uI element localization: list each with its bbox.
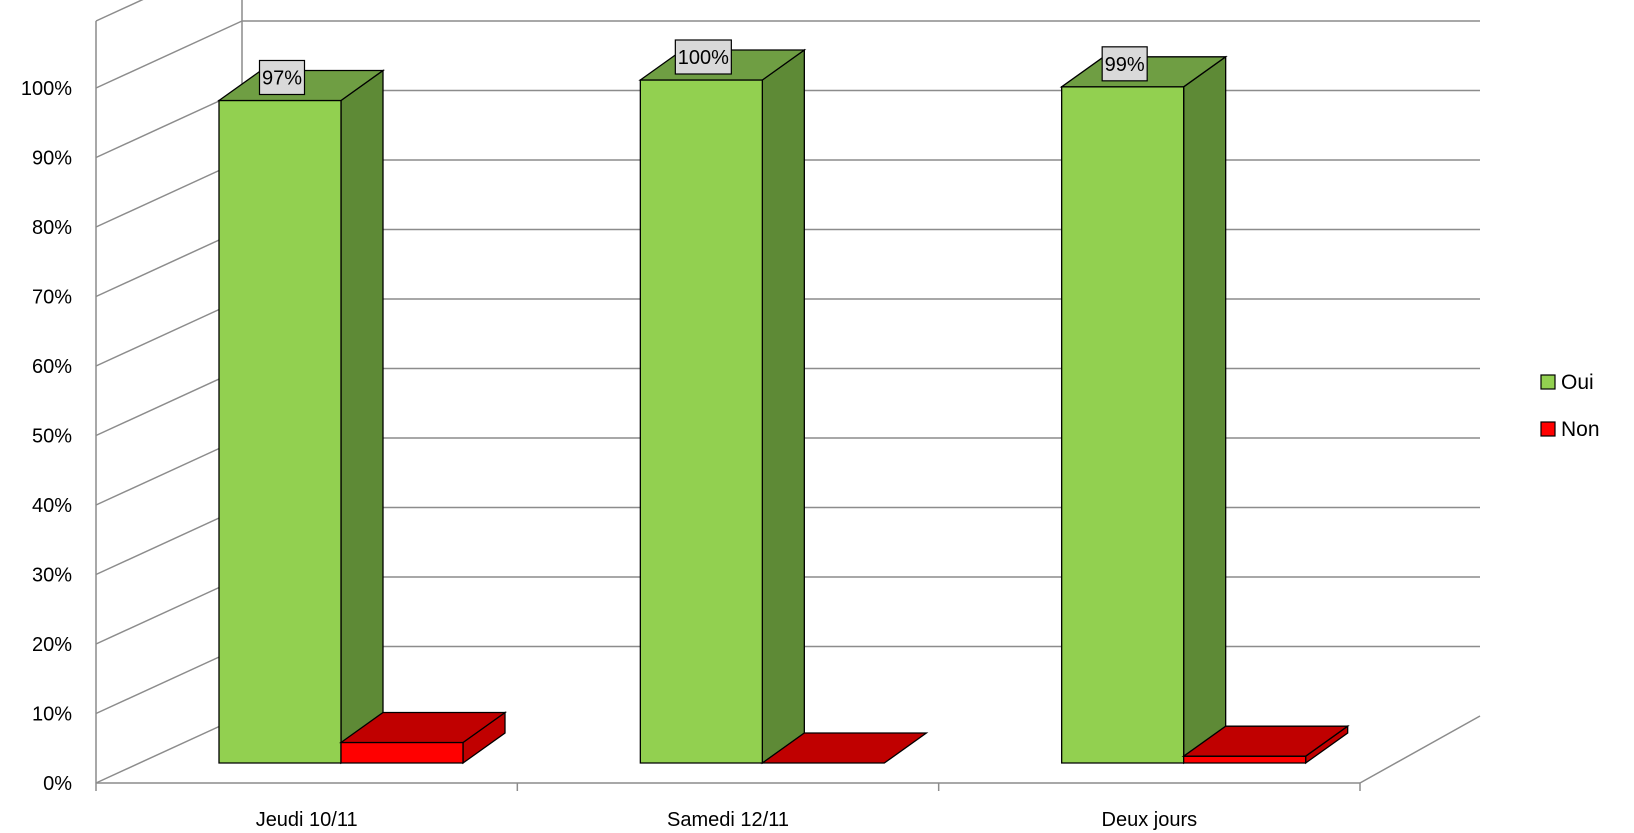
bar-oui-1 — [638, 48, 807, 765]
data-label-box — [674, 39, 732, 75]
y-tick-label: 40% — [32, 495, 72, 517]
side-gridline — [95, 506, 243, 576]
legend-label-non: Non — [1561, 418, 1600, 441]
x-category-label: Deux jours — [1102, 809, 1198, 831]
legend-swatch-oui — [1540, 374, 1556, 390]
bar-side — [340, 69, 384, 765]
floor-edge — [1359, 715, 1481, 784]
y-tick-label: 50% — [32, 426, 72, 448]
y-tick-label: 90% — [32, 148, 72, 170]
axes: 0% 10% 20% 30% 40% 50% 60% 70% 80% 90% 100% Jeudi 1… — [21, 0, 1481, 831]
side-gridline — [95, 715, 243, 784]
y-tick-label: 0% — [43, 773, 72, 795]
side-gridline — [95, 645, 243, 715]
side-gridline — [95, 159, 243, 228]
x-category-label: Jeudi 10/11 — [256, 809, 358, 831]
bar-top — [760, 732, 929, 764]
bar-side — [1183, 55, 1227, 765]
bar-front — [1061, 86, 1185, 764]
x-category-label: Samedi 12/11 — [667, 809, 789, 831]
data-label-box — [258, 59, 306, 96]
data-labels: 97% 100% 99% — [258, 39, 1148, 96]
side-gridline — [95, 437, 243, 506]
y-tick-label: 10% — [32, 704, 72, 726]
bar-side — [761, 48, 805, 765]
side-gridline — [95, 89, 243, 159]
data-label-box — [1101, 46, 1148, 82]
y-tick-label: 30% — [32, 565, 72, 587]
side-gridline — [95, 367, 243, 437]
data-label: 100% — [678, 47, 729, 69]
bar-top — [338, 711, 508, 744]
bar-top — [1181, 725, 1350, 757]
bars — [216, 48, 1350, 765]
bar-front — [1183, 755, 1307, 764]
bar-front — [340, 741, 464, 764]
bar-oui-0 — [216, 69, 386, 765]
y-tick-label: 100% — [21, 78, 72, 100]
legend: Oui Non — [1540, 371, 1600, 441]
data-label: 99% — [1105, 54, 1145, 76]
bar-non-1 — [760, 732, 929, 764]
side-gridline — [95, 298, 243, 367]
bar-non-0 — [338, 711, 508, 765]
side-gridline — [95, 228, 243, 298]
gridlines — [95, 0, 1480, 784]
y-tick-label: 80% — [32, 217, 72, 239]
bar-front — [218, 99, 342, 764]
data-label: 97% — [262, 67, 302, 89]
side-gridline — [95, 576, 243, 645]
bar-front — [639, 79, 763, 764]
side-gridline — [95, 20, 243, 89]
side-gridline-top — [95, 0, 144, 22]
bar-oui-2 — [1059, 55, 1228, 765]
legend-label-oui: Oui — [1561, 371, 1594, 394]
bar-non-2 — [1181, 724, 1350, 765]
y-tick-label: 60% — [32, 356, 72, 378]
legend-swatch-non — [1540, 421, 1556, 437]
y-tick-label: 70% — [32, 287, 72, 309]
y-tick-label: 20% — [32, 634, 72, 656]
